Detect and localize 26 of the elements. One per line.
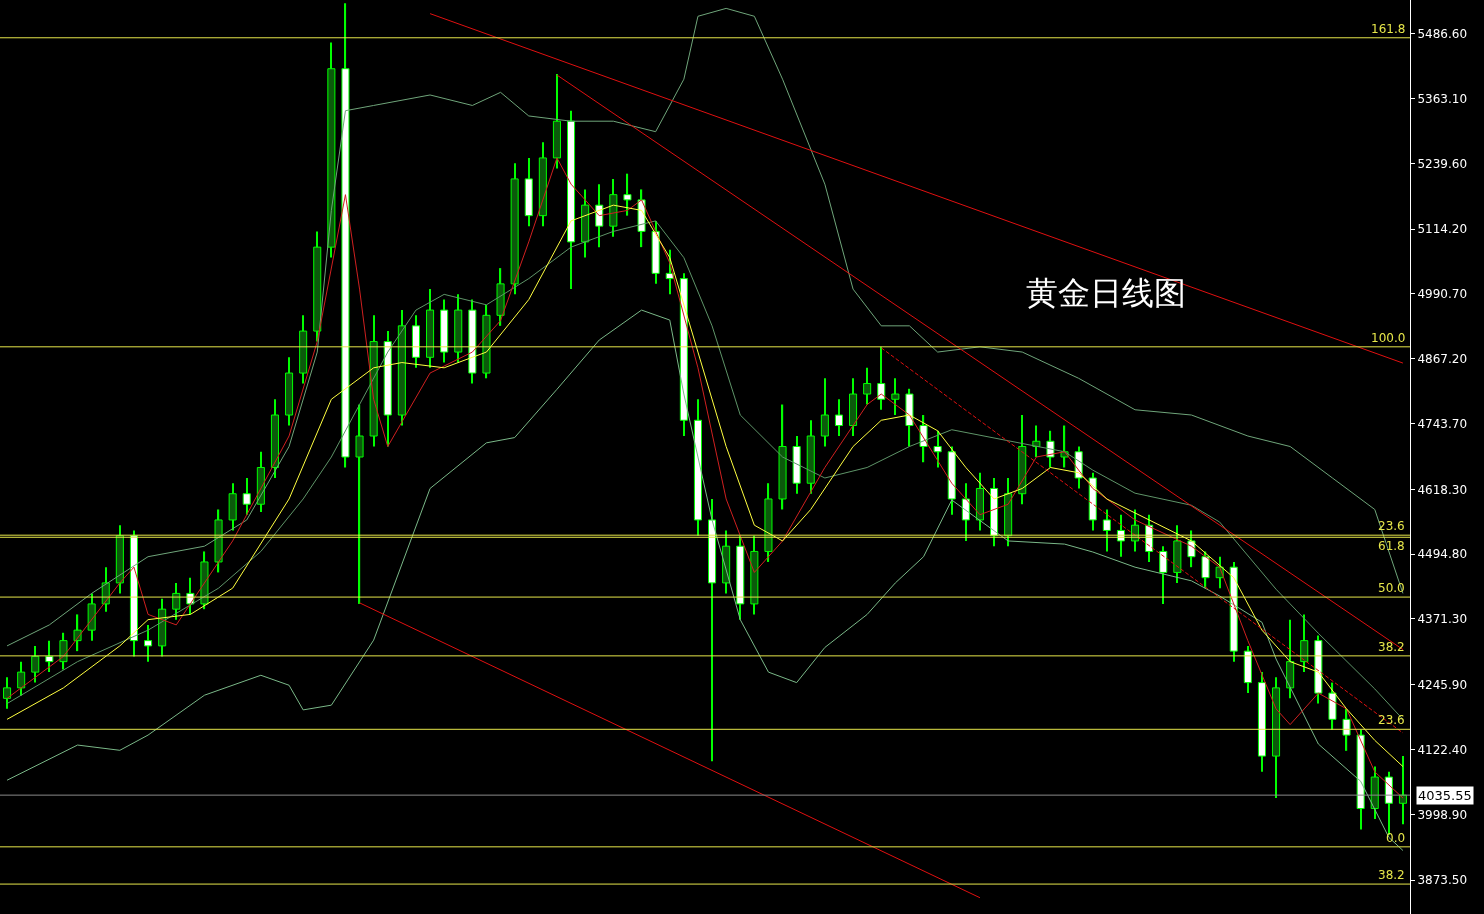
y-tick-label: 3873.50 — [1417, 873, 1468, 888]
annotation: 38.2 — [1378, 640, 1405, 654]
y-tick-label: 4371.30 — [1417, 612, 1468, 627]
annotation: 50.0 — [1378, 581, 1405, 595]
y-tick-label: 5486.60 — [1417, 26, 1468, 41]
y-tick-label: 5363.10 — [1417, 91, 1468, 106]
y-tick-label: 5114.20 — [1417, 222, 1468, 237]
annotation: 23.6 — [1378, 519, 1405, 533]
annotation: 161.8 — [1371, 22, 1406, 36]
y-tick-label: 4743.70 — [1417, 416, 1468, 431]
annotation: 0.0 — [1386, 831, 1406, 845]
y-tick-label: 3998.90 — [1417, 807, 1468, 822]
annotation: 100.0 — [1371, 331, 1406, 345]
annotation: 61.8 — [1378, 539, 1405, 553]
line-series — [6, 309, 1404, 852]
y-tick-label: 4867.20 — [1417, 351, 1468, 366]
y-tick-label: 4122.40 — [1417, 742, 1468, 757]
annotation: 23.6 — [1378, 713, 1405, 727]
y-tick-label: 4245.90 — [1417, 677, 1468, 692]
ref-line-label: 4035.55 — [1418, 788, 1472, 803]
text: 黄金日线图 — [1025, 273, 1186, 312]
annotation: 38.2 — [1378, 868, 1405, 882]
y-tick-label: 4990.70 — [1417, 287, 1468, 302]
y-tick-label: 4618.30 — [1417, 482, 1468, 497]
y-tick-label: 4494.80 — [1417, 547, 1468, 562]
y-tick-label: 5239.60 — [1417, 156, 1468, 171]
